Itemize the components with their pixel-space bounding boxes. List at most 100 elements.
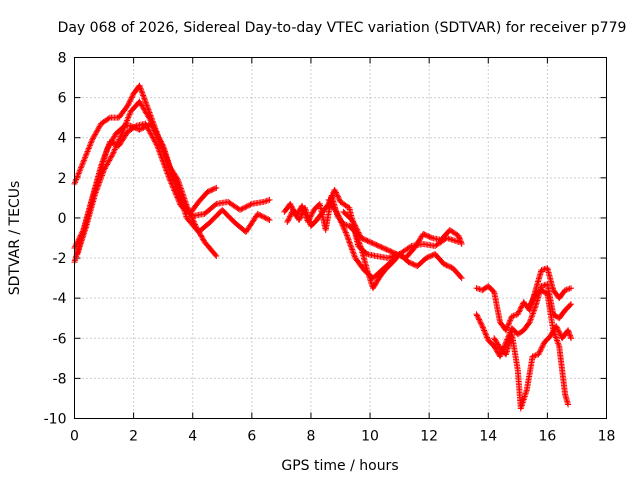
data-point bbox=[474, 312, 481, 319]
data-point bbox=[262, 198, 269, 205]
data-point bbox=[350, 249, 357, 256]
data-point bbox=[538, 344, 545, 351]
data-point bbox=[458, 241, 465, 248]
data-point bbox=[163, 156, 170, 163]
data-point bbox=[153, 131, 160, 138]
data-point bbox=[82, 154, 89, 161]
data-point bbox=[166, 164, 173, 171]
data-point bbox=[74, 173, 81, 180]
data-point bbox=[379, 244, 386, 251]
data-point bbox=[344, 235, 351, 242]
data-point bbox=[349, 247, 356, 254]
data-point bbox=[210, 186, 217, 193]
data-point bbox=[111, 146, 118, 153]
data-point bbox=[200, 236, 207, 243]
data-point bbox=[165, 161, 172, 168]
data-point bbox=[266, 216, 273, 223]
data-point bbox=[98, 162, 105, 169]
data-point bbox=[347, 240, 354, 247]
data-point bbox=[531, 293, 538, 300]
data-point bbox=[114, 139, 121, 146]
data-point bbox=[139, 91, 146, 98]
data-point bbox=[92, 190, 99, 197]
data-point bbox=[331, 186, 338, 193]
data-point bbox=[75, 172, 82, 179]
data-point bbox=[244, 202, 251, 209]
x-tick-label: 4 bbox=[188, 429, 197, 445]
data-point bbox=[476, 316, 483, 323]
series-track-4 bbox=[74, 98, 273, 258]
data-point bbox=[98, 172, 105, 179]
data-point bbox=[296, 215, 303, 222]
data-point bbox=[290, 208, 297, 215]
data-point bbox=[473, 285, 480, 292]
data-point bbox=[165, 159, 172, 166]
data-point bbox=[540, 341, 547, 348]
data-point bbox=[555, 341, 562, 348]
y-tick-label: -4 bbox=[53, 291, 67, 307]
data-point bbox=[528, 314, 535, 321]
data-point bbox=[448, 236, 455, 243]
data-point bbox=[497, 353, 504, 360]
data-point bbox=[94, 127, 101, 134]
data-point bbox=[518, 304, 525, 311]
data-point bbox=[380, 245, 387, 252]
data-point bbox=[490, 288, 497, 295]
data-point bbox=[109, 139, 116, 146]
data-point bbox=[146, 127, 153, 134]
data-point bbox=[143, 122, 150, 129]
data-point bbox=[156, 138, 163, 145]
data-point bbox=[538, 345, 545, 352]
data-point bbox=[387, 248, 394, 255]
data-point bbox=[77, 166, 84, 173]
data-point bbox=[384, 255, 391, 262]
data-point bbox=[146, 128, 153, 135]
plot-frame bbox=[74, 57, 607, 419]
data-point bbox=[92, 189, 99, 196]
data-point bbox=[80, 157, 87, 164]
data-point bbox=[108, 139, 115, 146]
data-point bbox=[105, 158, 112, 165]
data-point bbox=[147, 117, 154, 124]
data-point bbox=[389, 249, 396, 256]
data-point bbox=[392, 250, 399, 257]
data-point bbox=[360, 236, 367, 243]
data-point bbox=[354, 226, 361, 233]
data-point bbox=[213, 184, 220, 191]
x-tick-label: 6 bbox=[247, 429, 256, 445]
data-point bbox=[101, 152, 108, 159]
data-point bbox=[169, 171, 176, 178]
data-point bbox=[113, 143, 120, 150]
data-point bbox=[537, 347, 544, 354]
data-point bbox=[370, 240, 377, 247]
data-point bbox=[89, 135, 96, 142]
data-point bbox=[406, 259, 413, 266]
data-point bbox=[503, 327, 510, 334]
data-point bbox=[345, 236, 352, 243]
data-point bbox=[529, 353, 536, 360]
data-point bbox=[161, 149, 168, 156]
data-point bbox=[153, 129, 160, 136]
data-point bbox=[169, 173, 176, 180]
data-point bbox=[552, 334, 559, 341]
data-point bbox=[76, 169, 83, 176]
data-point bbox=[95, 126, 102, 133]
data-point bbox=[483, 333, 490, 340]
data-point bbox=[103, 147, 110, 154]
data-point bbox=[104, 144, 111, 151]
data-point bbox=[397, 252, 404, 259]
data-point bbox=[535, 351, 542, 358]
data-point bbox=[166, 162, 173, 169]
data-point bbox=[147, 130, 154, 137]
axis-ticks: 0 2 4 6 8 10 12 14 16 18 -10 -8 -6 -4 -2 0 2 4 6 8 bbox=[44, 51, 616, 445]
data-point bbox=[386, 247, 393, 254]
data-point bbox=[370, 285, 377, 292]
x-axis-label: GPS time / hours bbox=[281, 458, 398, 474]
data-point bbox=[110, 149, 117, 156]
data-point bbox=[335, 194, 342, 201]
data-point bbox=[197, 232, 204, 239]
data-point bbox=[94, 185, 101, 192]
data-point bbox=[101, 154, 108, 161]
data-point bbox=[152, 128, 159, 135]
data-point bbox=[551, 330, 558, 337]
